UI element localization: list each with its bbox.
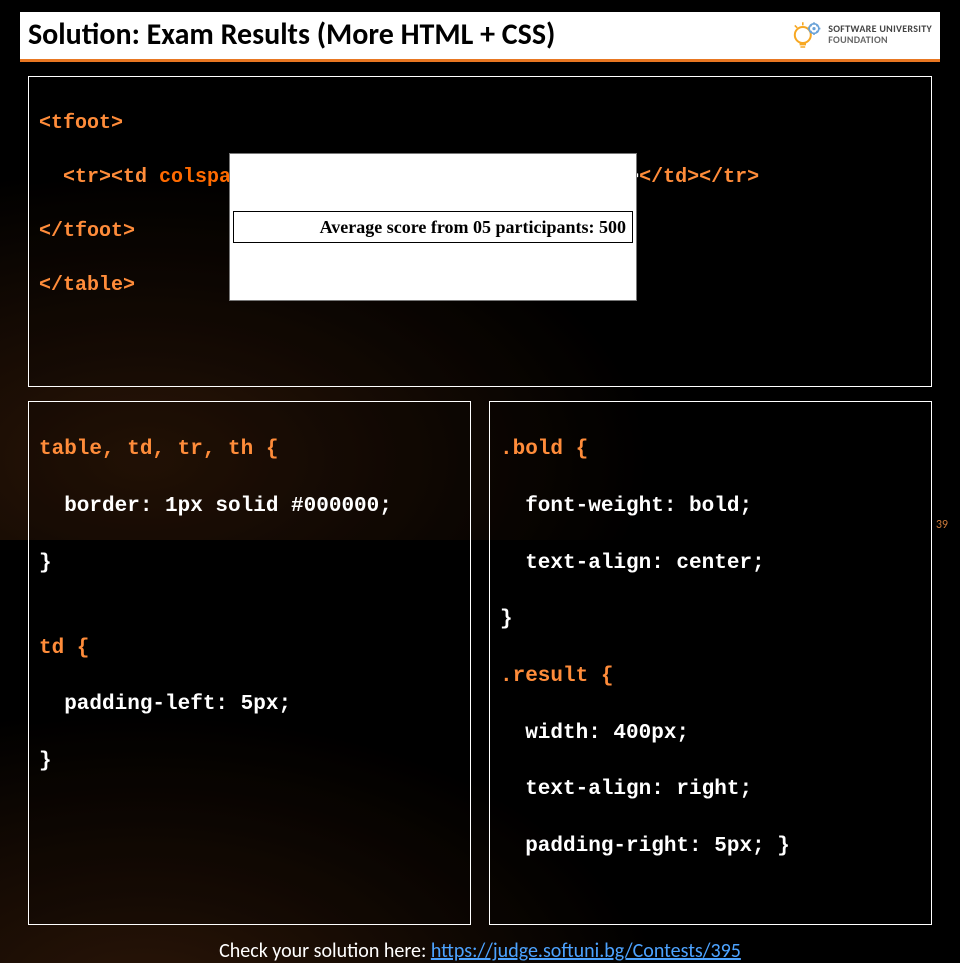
code-block-css-left: table, td, tr, th { border: 1px solid #0… <box>28 401 471 925</box>
title-bar: Solution: Exam Results (More HTML + CSS)… <box>0 0 960 68</box>
lightbulb-gear-icon <box>790 19 822 51</box>
code-text: padding-right: 5px; } <box>500 835 790 858</box>
code-text: text-align: center; <box>500 552 765 575</box>
code-block-html: <tfoot> <tr><td colspan="4" class="resul… <box>28 76 932 387</box>
code-text: </table> <box>39 274 135 297</box>
title-underline: Solution: Exam Results (More HTML + CSS)… <box>20 12 940 62</box>
code-text: width: 400px; <box>500 722 689 745</box>
footer-link-line: Check your solution here: https://judge.… <box>28 939 932 963</box>
code-text: } <box>39 750 52 773</box>
code-text: td { <box>39 637 89 660</box>
code-text: .bold { <box>500 438 588 461</box>
code-text: .result { <box>500 665 613 688</box>
slide-title: Solution: Exam Results (More HTML + CSS) <box>28 16 555 53</box>
code-text: </td></tr> <box>639 166 759 189</box>
logo-line2: FOUNDATION <box>828 35 932 46</box>
rendered-output-preview: Average score from 05 participants: 500 <box>229 153 637 301</box>
code-text: <tfoot> <box>39 112 123 135</box>
code-text: <tr><td <box>39 166 147 189</box>
judge-link[interactable]: https://judge.softuni.bg/Contests/395 <box>431 939 741 963</box>
code-text: padding-left: 5px; <box>39 693 291 716</box>
slide-content: <tfoot> <tr><td colspan="4" class="resul… <box>0 68 960 963</box>
result-cell: Average score from 05 participants: 500 <box>233 211 633 243</box>
code-text: text-align: right; <box>500 778 752 801</box>
code-text: } <box>500 608 513 631</box>
footer-prefix: Check your solution here: <box>219 939 431 963</box>
page-number: 39 <box>936 518 948 532</box>
code-text: font-weight: bold; <box>500 495 752 518</box>
code-text: border: 1px solid #000000; <box>39 495 392 518</box>
code-text: table, td, tr, th { <box>39 438 278 461</box>
code-block-css-right: .bold { font-weight: bold; text-align: c… <box>489 401 932 925</box>
softuni-logo: SOFTWARE UNIVERSITY FOUNDATION <box>790 19 932 51</box>
code-text: } <box>39 552 52 575</box>
code-text: </tfoot> <box>39 220 135 243</box>
